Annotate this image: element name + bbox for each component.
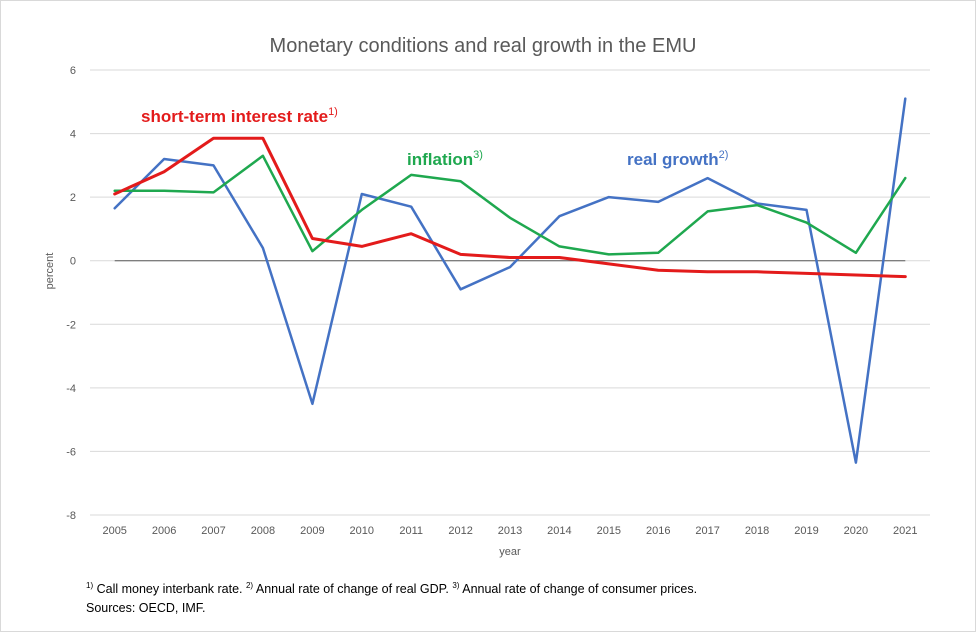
x-tick-label: 2021 <box>893 525 917 537</box>
x-tick-labels: 2005 2006 2007 2008 2009 2010 2011 2012 2013 2014… <box>102 525 917 537</box>
y-tick-label: 0 <box>70 256 76 268</box>
x-tick-label: 2010 <box>350 525 374 537</box>
gridlines <box>90 69 930 516</box>
y-tick-label: -2 <box>66 319 76 331</box>
series-line-inflation <box>113 154 907 256</box>
series-line-real-growth <box>113 97 907 464</box>
x-tick-label: 2018 <box>745 525 769 537</box>
x-tick-label: 2009 <box>300 525 324 537</box>
x-tick-label: 2013 <box>498 525 522 537</box>
footnote-line: 1) Call money interbank rate. 2) Annual … <box>86 576 946 599</box>
footnote-mark-2: 2) <box>245 581 254 590</box>
x-tick-label: 2005 <box>102 525 126 537</box>
y-axis-label: percent <box>44 253 56 290</box>
sources-note: Sources: OECD, IMF. <box>86 601 206 616</box>
x-tick-label: 2007 <box>201 525 225 537</box>
x-tick-label: 2008 <box>251 525 275 537</box>
y-tick-label: 2 <box>70 192 76 204</box>
footnote-mark-3: 3) <box>452 581 460 590</box>
x-tick-label: 2016 <box>646 525 670 537</box>
y-tick-label: 4 <box>70 129 76 141</box>
series-lines <box>113 97 907 464</box>
footnote-1: Call money interbank rate. <box>93 582 246 597</box>
x-tick-label: 2017 <box>695 525 719 537</box>
y-tick-label: -8 <box>66 510 76 522</box>
chart-title: Monetary conditions and real growth in t… <box>270 35 697 57</box>
series-label-inflation: inflation3) <box>407 149 483 169</box>
footnote-2: Annual rate of change of real GDP. <box>253 582 453 597</box>
footnotes: 1) Call money interbank rate. 2) Annual … <box>86 576 946 618</box>
series-label-real-growth: real growth2) <box>627 149 728 169</box>
y-tick-label: 6 <box>70 65 76 77</box>
x-tick-label: 2006 <box>152 525 176 537</box>
x-axis-label: year <box>499 546 521 558</box>
y-tick-label: -4 <box>66 383 76 395</box>
x-tick-label: 2020 <box>844 525 868 537</box>
footnote-mark-1: 1) <box>86 581 94 590</box>
x-tick-label: 2011 <box>399 525 423 537</box>
series-line-interest-rate <box>113 136 907 279</box>
y-tick-label: -6 <box>66 446 76 458</box>
y-tick-labels: 6 4 2 0 -2 -4 -6 -8 <box>66 65 76 522</box>
x-tick-label: 2019 <box>794 525 818 537</box>
x-tick-label: 2015 <box>597 525 621 537</box>
footnote-3: Annual rate of change of consumer prices… <box>459 582 698 597</box>
x-tick-label: 2014 <box>547 525 571 537</box>
x-tick-label: 2012 <box>448 525 472 537</box>
series-label-interest-rate: short-term interest rate1) <box>141 106 338 126</box>
